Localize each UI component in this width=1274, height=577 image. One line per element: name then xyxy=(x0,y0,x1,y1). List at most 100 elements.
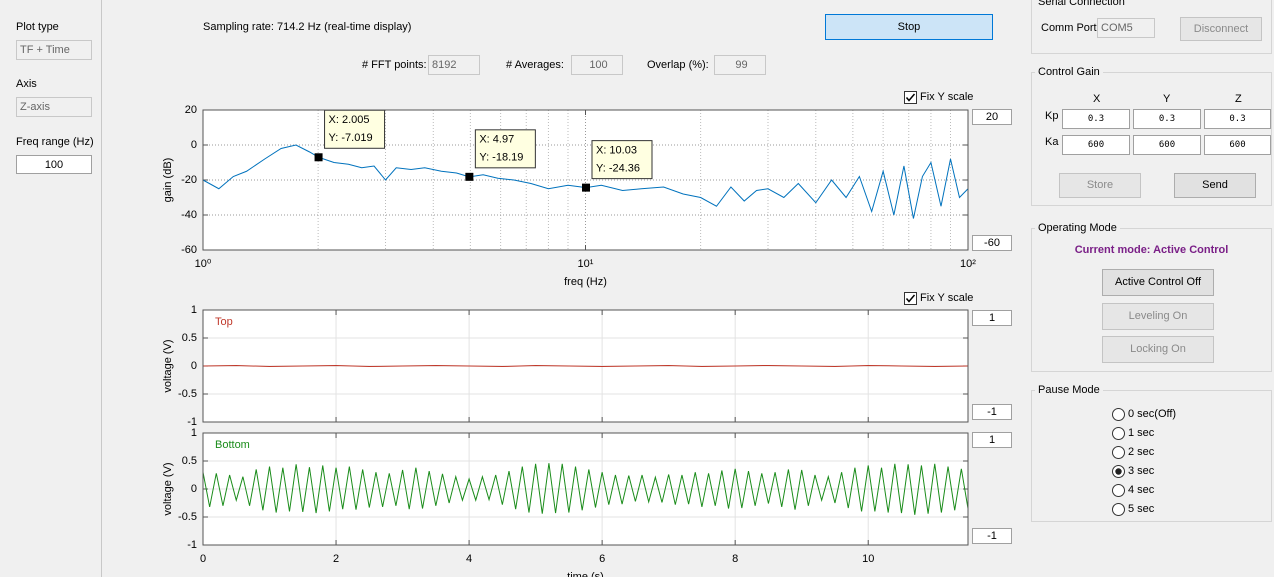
datatip-marker xyxy=(465,172,474,181)
x-tick-label: 4 xyxy=(466,553,472,565)
radio-button[interactable] xyxy=(1112,503,1125,516)
row-label: Ka xyxy=(1045,136,1059,148)
datatip-box xyxy=(474,129,536,169)
mode-button[interactable]: Locking On xyxy=(1102,336,1214,363)
checkbox[interactable] xyxy=(904,292,917,305)
group-box xyxy=(1031,72,1272,206)
x-tick-label: 6 xyxy=(599,553,605,565)
group-title: Serial Connection xyxy=(1035,0,1128,8)
y-tick-label: 0.5 xyxy=(182,332,197,344)
radio-button[interactable] xyxy=(1112,427,1125,440)
radio-button[interactable] xyxy=(1112,446,1125,459)
datatip-text: Y: -24.36 xyxy=(596,163,640,175)
radio-label: 1 sec xyxy=(1128,427,1155,439)
x-tick-label: 0 xyxy=(200,553,206,565)
datatip-text: X: 4.97 xyxy=(479,134,514,146)
y-tick-label: -0.5 xyxy=(178,511,197,523)
mode-status: Current mode: Active Control xyxy=(1074,244,1229,256)
y-tick-label: -20 xyxy=(181,174,197,186)
y-tick-label: 0 xyxy=(191,483,197,495)
x-tick-label: 10⁰ xyxy=(195,258,212,270)
text-input[interactable]: 600 xyxy=(1204,135,1271,155)
text-input[interactable]: 20 xyxy=(972,109,1012,125)
data-line xyxy=(202,364,969,368)
text-input[interactable]: 1 xyxy=(972,432,1012,448)
checkbox[interactable] xyxy=(904,91,917,104)
status-text: Sampling rate: 714.2 Hz (real-time displ… xyxy=(203,21,412,33)
y-tick-label: 1 xyxy=(191,427,197,439)
data-line xyxy=(202,463,969,515)
series-label: Top xyxy=(215,316,233,328)
checkbox-label: Fix Y scale xyxy=(920,292,974,304)
group-box xyxy=(1031,390,1272,522)
radio-label: 0 sec(Off) xyxy=(1128,408,1177,420)
datatip-box xyxy=(591,140,653,180)
datatip-text: X: 2.005 xyxy=(329,114,370,126)
label: Plot type xyxy=(16,21,59,33)
plot-frame xyxy=(202,432,969,546)
x-tick-label: 8 xyxy=(732,553,738,565)
datatip-text: X: 10.03 xyxy=(596,145,637,157)
y-tick-label: 1 xyxy=(191,304,197,316)
disconnect-button[interactable]: Disconnect xyxy=(1180,17,1262,41)
left-panel xyxy=(0,0,102,577)
y-axis-label: voltage (V) xyxy=(162,339,174,392)
text-input[interactable]: 100 xyxy=(16,155,92,174)
label: # FFT points: xyxy=(362,59,427,71)
label: Overlap (%): xyxy=(647,59,709,71)
x-axis-label: freq (Hz) xyxy=(564,276,607,288)
label: Axis xyxy=(16,78,37,90)
text-input[interactable]: 100 xyxy=(571,55,623,75)
store-button[interactable]: Store xyxy=(1059,173,1141,198)
text-input[interactable]: 600 xyxy=(1062,135,1130,155)
radio-button[interactable] xyxy=(1112,484,1125,497)
series-label: Bottom xyxy=(215,439,250,451)
datatip-text: Y: -18.19 xyxy=(479,152,523,164)
x-tick-label: 10 xyxy=(862,553,874,565)
stop-button[interactable]: Stop xyxy=(825,14,993,40)
label: Comm Port xyxy=(1041,22,1097,34)
y-axis-label: gain (dB) xyxy=(162,158,174,203)
label: # Averages: xyxy=(506,59,564,71)
x-tick-label: 2 xyxy=(333,553,339,565)
text-input[interactable]: 600 xyxy=(1133,135,1201,155)
group-box xyxy=(1031,228,1272,372)
radio-button[interactable] xyxy=(1112,465,1125,478)
plot-frame xyxy=(202,109,969,251)
y-axis-label: voltage (V) xyxy=(162,462,174,515)
text-input[interactable]: 99 xyxy=(714,55,766,75)
text-input[interactable]: -1 xyxy=(972,404,1012,420)
label: Freq range (Hz) xyxy=(16,136,94,148)
datatip-marker xyxy=(314,153,323,162)
dropdown[interactable]: Z-axis xyxy=(16,97,92,117)
y-tick-label: 0 xyxy=(191,139,197,151)
send-button[interactable]: Send xyxy=(1174,173,1256,198)
y-tick-label: -1 xyxy=(187,416,197,428)
checkbox-label: Fix Y scale xyxy=(920,91,974,103)
mode-button[interactable]: Leveling On xyxy=(1102,303,1214,330)
text-input[interactable]: 0.3 xyxy=(1204,109,1271,129)
y-tick-label: -40 xyxy=(181,209,197,221)
dropdown[interactable]: COM5 xyxy=(1097,18,1155,38)
column-header: Z xyxy=(1235,93,1242,105)
dropdown[interactable]: 8192 xyxy=(428,55,480,75)
mode-button[interactable]: Active Control Off xyxy=(1102,269,1214,296)
radio-label: 5 sec xyxy=(1128,503,1155,515)
datatip-text: Y: -7.019 xyxy=(329,132,373,144)
y-tick-label: 0.5 xyxy=(182,455,197,467)
text-input[interactable]: 1 xyxy=(972,310,1012,326)
text-input[interactable]: -60 xyxy=(972,235,1012,251)
x-tick-label: 10² xyxy=(960,258,976,270)
y-tick-label: -60 xyxy=(181,244,197,256)
text-input[interactable]: -1 xyxy=(972,528,1012,544)
datatip-box xyxy=(324,109,386,149)
text-input[interactable]: 0.3 xyxy=(1133,109,1201,129)
data-line xyxy=(202,144,969,219)
group-title: Control Gain xyxy=(1035,66,1103,78)
radio-button[interactable] xyxy=(1112,408,1125,421)
dropdown[interactable]: TF + Time xyxy=(16,40,92,60)
text-input[interactable]: 0.3 xyxy=(1062,109,1130,129)
y-tick-label: 20 xyxy=(185,104,197,116)
column-header: Y xyxy=(1163,93,1171,105)
